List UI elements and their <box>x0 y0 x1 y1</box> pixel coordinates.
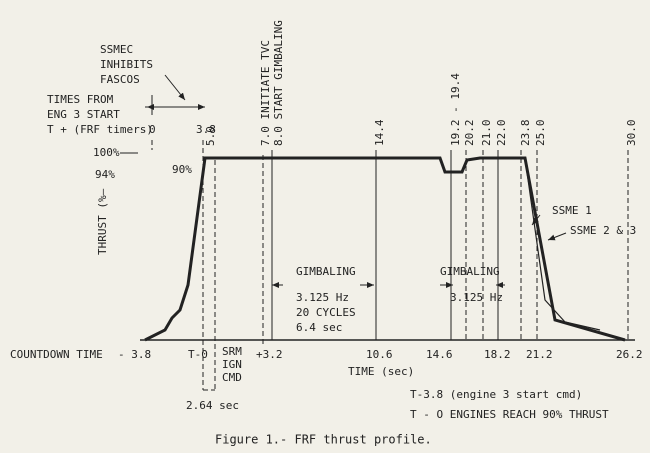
top-time: 23.8 <box>519 120 532 147</box>
srm-label: CMD <box>222 371 242 384</box>
countdown-time: 10.6 <box>366 348 393 361</box>
note: TIMES FROM <box>47 93 114 106</box>
top-time: 3.8 <box>196 123 216 136</box>
note: T + (FRF timers) <box>47 123 153 136</box>
gimbal-detail: 20 CYCLES <box>296 306 356 319</box>
countdown-time: 18.2 <box>484 348 511 361</box>
top-time: 25.0 <box>534 120 547 147</box>
curve-label: SSME 1 <box>552 204 592 217</box>
gimbal-detail: 6.4 sec <box>296 321 342 334</box>
note: SSMEC <box>100 43 133 56</box>
y-axis-title: THRUST (%— <box>96 188 109 255</box>
gimbal-detail: 3.125 Hz <box>450 291 503 304</box>
countdown-time: T-0 <box>188 348 208 361</box>
top-time: 14.4 <box>373 119 386 146</box>
thrust-level: 90% <box>172 163 192 176</box>
top-time: 21.0 <box>480 120 493 147</box>
legend: T-3.8 (engine 3 start cmd) <box>410 388 582 401</box>
top-time: 22.0 <box>495 120 508 147</box>
top-time: 5.0 <box>204 126 217 146</box>
countdown-time: +3.2 <box>256 348 283 361</box>
top-time: 8.0 START GIMBALING <box>272 20 285 146</box>
top-time: 20.2 <box>463 120 476 147</box>
srm-label: SRM <box>222 345 242 358</box>
gimbal-detail: 3.125 Hz <box>296 291 349 304</box>
thrust-level: 94% <box>95 168 115 181</box>
caption: Figure 1.- FRF thrust profile. <box>215 433 432 447</box>
top-time: 7.0 INITIATE TVC <box>259 40 272 146</box>
interval: 2.64 sec <box>186 399 239 412</box>
gimbal-title: GIMBALING <box>440 265 500 278</box>
note: INHIBITS <box>100 58 153 71</box>
graphics <box>120 74 635 391</box>
countdown-label: COUNTDOWN TIME <box>10 348 103 361</box>
countdown-time: - 3.8 <box>118 348 151 361</box>
countdown-time: 14.6 <box>426 348 453 361</box>
srm-label: IGN <box>222 358 242 371</box>
curve-label: SSME 2 & 3 <box>570 224 636 237</box>
top-time: 19.2 - 19.4 <box>449 73 462 146</box>
countdown-time: 26.2 <box>616 348 643 361</box>
note: FASCOS <box>100 73 140 86</box>
labels: SSMEC INHIBITS FASCOS TIMES FROM ENG 3 START… <box>10 20 643 446</box>
thrust-level: 100% <box>93 146 120 159</box>
legend: T - O ENGINES REACH 90% THRUST <box>410 408 609 421</box>
countdown-time: 21.2 <box>526 348 553 361</box>
top-time: 30.0 <box>625 120 638 147</box>
note: ENG 3 START <box>47 108 120 121</box>
top-time: 0 <box>149 123 156 136</box>
gimbal-title: GIMBALING <box>296 265 356 278</box>
x-axis-title: TIME (sec) <box>348 365 414 378</box>
